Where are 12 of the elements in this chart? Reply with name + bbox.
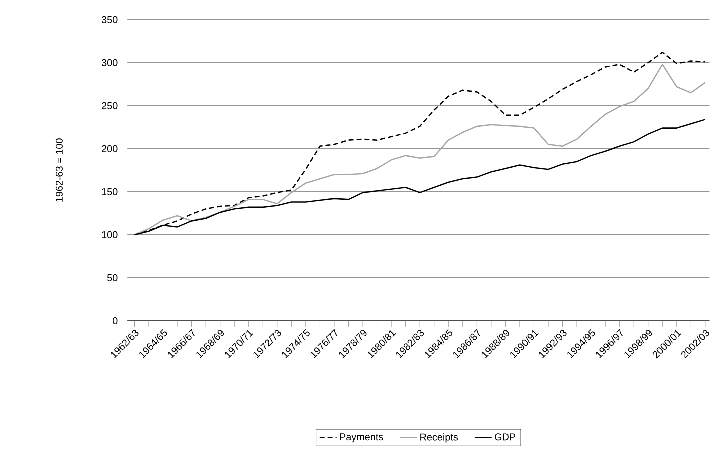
y-tick-label: 100 bbox=[102, 232, 118, 239]
y-tick-label: 50 bbox=[107, 274, 118, 282]
y-tick-label: 150 bbox=[102, 188, 118, 196]
legend-label: Receipts bbox=[420, 434, 458, 443]
y-tick-label: 200 bbox=[102, 146, 118, 153]
y-tick-label: 250 bbox=[102, 102, 118, 110]
y-axis-title: 1962-63 = 100 bbox=[56, 138, 63, 202]
legend-label: Payments bbox=[340, 434, 384, 443]
y-tick-label: 350 bbox=[102, 16, 118, 24]
y-tick-label: 0 bbox=[112, 318, 118, 325]
y-tick-label: 300 bbox=[102, 60, 118, 67]
legend-label: GDP bbox=[495, 434, 516, 441]
